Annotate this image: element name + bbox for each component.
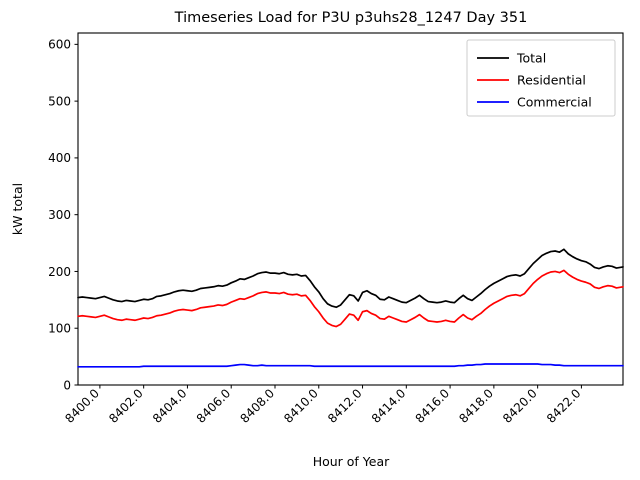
legend-label-residential: Residential (517, 72, 586, 87)
y-tick-label: 0 (63, 378, 71, 392)
chart-legend: Total Residential Commercial (466, 39, 616, 117)
y-tick-label: 400 (48, 151, 71, 165)
legend-background (466, 39, 616, 117)
legend-label-commercial: Commercial (517, 94, 592, 109)
y-tick-label: 500 (48, 94, 71, 108)
y-axis-ticks: 0 100 200 300 400 500 600 (48, 38, 78, 392)
series-line-commercial (77, 363, 624, 368)
x-axis-title: Hour of Year (313, 454, 390, 469)
series-line-residential (77, 269, 624, 328)
y-tick-label: 600 (48, 38, 71, 52)
y-tick-label: 300 (48, 208, 71, 222)
axes-frame (77, 32, 624, 386)
legend-label-total: Total (516, 50, 546, 65)
series-lines (77, 248, 624, 368)
y-tick-label: 100 (48, 322, 71, 336)
series-line-total (77, 248, 624, 309)
y-axis-title: kW total (10, 183, 25, 235)
chart-title: Timeseries Load for P3U p3uhs28_1247 Day… (174, 10, 528, 26)
axes-spine (77, 32, 624, 386)
y-tick-label: 200 (48, 265, 71, 279)
